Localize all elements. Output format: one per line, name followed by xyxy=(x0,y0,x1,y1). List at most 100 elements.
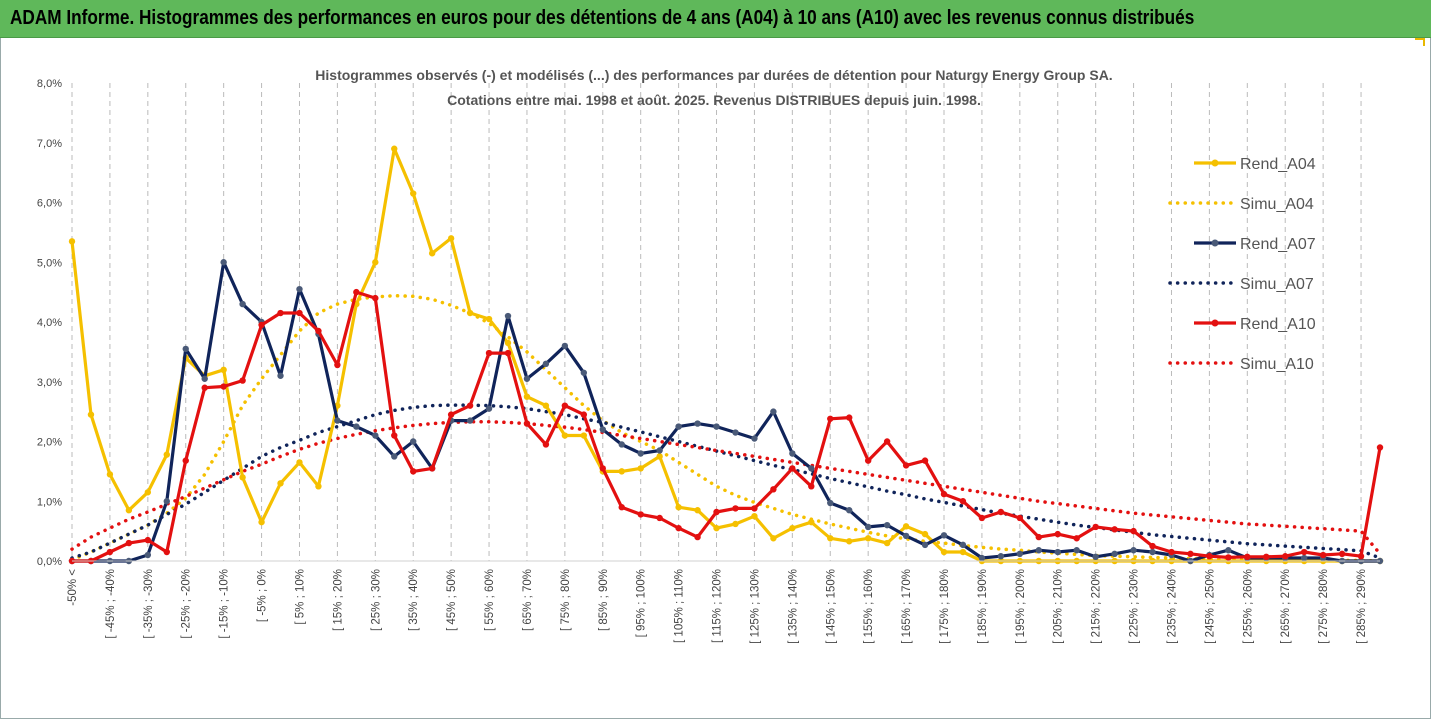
data-point xyxy=(201,375,208,382)
data-point xyxy=(732,505,739,512)
data-point xyxy=(561,432,569,439)
data-point xyxy=(391,145,398,152)
data-point xyxy=(1035,533,1042,541)
data-point xyxy=(542,402,550,409)
series-line xyxy=(72,290,1382,563)
legend-label: Rend_A04 xyxy=(1240,156,1316,173)
data-point xyxy=(523,420,531,427)
x-tick-label: [ 195% ; 200% xyxy=(1015,569,1027,644)
data-point xyxy=(902,532,910,540)
x-tick-label: [ 205% ; 210% xyxy=(1053,569,1065,644)
series-Simu_A10 xyxy=(70,420,1382,556)
data-point xyxy=(864,535,872,542)
data-point xyxy=(334,417,341,424)
data-point xyxy=(447,411,455,418)
data-point xyxy=(1130,527,1137,535)
x-tick-label: [ 115% ; 120% xyxy=(712,569,724,643)
data-point xyxy=(732,429,739,436)
data-point xyxy=(144,536,152,544)
data-point xyxy=(637,450,644,457)
legend-label: Simu_A07 xyxy=(1240,276,1314,293)
data-point xyxy=(789,524,796,532)
data-point xyxy=(846,414,853,421)
data-point xyxy=(1282,553,1289,560)
y-tick-label: 4,0% xyxy=(37,317,62,329)
data-point xyxy=(239,474,246,481)
data-point xyxy=(770,486,777,493)
data-point xyxy=(694,507,701,514)
x-tick-label: -50% < xyxy=(67,569,79,606)
x-tick-label: [ 225% ; 230% xyxy=(1129,569,1141,644)
data-point xyxy=(485,315,493,323)
data-point xyxy=(808,518,815,526)
x-tick-label: [ 215% ; 220% xyxy=(1091,569,1103,644)
data-point xyxy=(466,402,474,409)
x-tick-label: [ 235% ; 240% xyxy=(1166,569,1178,644)
data-point xyxy=(1244,553,1251,561)
x-tick-label: [ 75% ; 80% xyxy=(560,569,572,631)
data-point xyxy=(334,361,341,369)
series-layer xyxy=(68,145,1384,565)
series-Rend_A07 xyxy=(68,259,1384,565)
data-point xyxy=(1149,548,1156,556)
x-tick-label: [ 65% ; 70% xyxy=(522,569,534,631)
data-point xyxy=(827,499,834,507)
data-point xyxy=(258,518,265,526)
legend-item-Simu_A04: Simu_A04 xyxy=(1168,196,1314,213)
data-point xyxy=(1187,550,1194,558)
data-point xyxy=(864,523,872,531)
x-axis: -50% < [ -45% ; -40% [ -35% ; -30% [ -25% ;… xyxy=(67,560,1380,644)
data-point xyxy=(675,423,682,430)
data-point xyxy=(391,432,398,439)
data-point xyxy=(940,548,948,556)
data-point xyxy=(106,471,114,478)
data-point xyxy=(1357,553,1365,560)
x-tick-label: [ -35% ; -30% xyxy=(143,569,155,639)
data-point xyxy=(144,551,152,559)
x-tick-label: [ 85% ; 90% xyxy=(598,569,610,631)
data-point xyxy=(789,465,796,472)
x-tick-label: [ -45% ; -40% xyxy=(105,569,117,639)
series-Rend_A04 xyxy=(68,145,1384,565)
y-tick-label: 3,0% xyxy=(37,377,62,389)
data-point xyxy=(883,539,891,547)
data-point xyxy=(87,411,95,418)
data-point xyxy=(713,423,720,430)
x-tick-label: [ 55% ; 60% xyxy=(484,569,496,631)
data-point xyxy=(1054,548,1061,556)
data-point xyxy=(675,524,682,532)
data-point xyxy=(770,535,777,542)
legend-label: Simu_A04 xyxy=(1240,196,1314,213)
data-point xyxy=(542,441,550,448)
legend-marker xyxy=(1211,239,1219,247)
data-point xyxy=(410,438,417,445)
data-point xyxy=(751,512,758,520)
data-point xyxy=(163,451,170,458)
data-point xyxy=(353,288,360,296)
legend-marker xyxy=(1211,319,1219,327)
data-point xyxy=(125,507,133,514)
data-point xyxy=(1035,547,1042,554)
data-point xyxy=(959,498,967,505)
data-point xyxy=(846,507,853,514)
data-point xyxy=(770,408,777,415)
data-point xyxy=(201,384,208,391)
data-point xyxy=(428,250,436,257)
data-point xyxy=(978,514,986,522)
data-point xyxy=(1016,514,1024,522)
data-point xyxy=(637,511,644,518)
data-point xyxy=(1225,547,1232,554)
data-point xyxy=(959,541,967,549)
data-point xyxy=(239,300,246,308)
x-tick-label: [ 15% ; 20% xyxy=(332,569,344,631)
data-point xyxy=(163,498,170,505)
data-point xyxy=(523,393,531,400)
y-axis: 0,0% 1,0% 2,0% 3,0% 4,0% 5,0% 6,0% 7,0% 8,0% xyxy=(37,78,62,568)
data-point xyxy=(656,514,663,522)
data-point xyxy=(599,426,606,433)
data-point xyxy=(372,294,379,302)
x-tick-label: [ 185% ; 190% xyxy=(977,569,989,644)
data-point xyxy=(751,505,758,512)
data-point xyxy=(1225,554,1232,561)
x-tick-label: [ 105% ; 110% xyxy=(674,569,686,643)
